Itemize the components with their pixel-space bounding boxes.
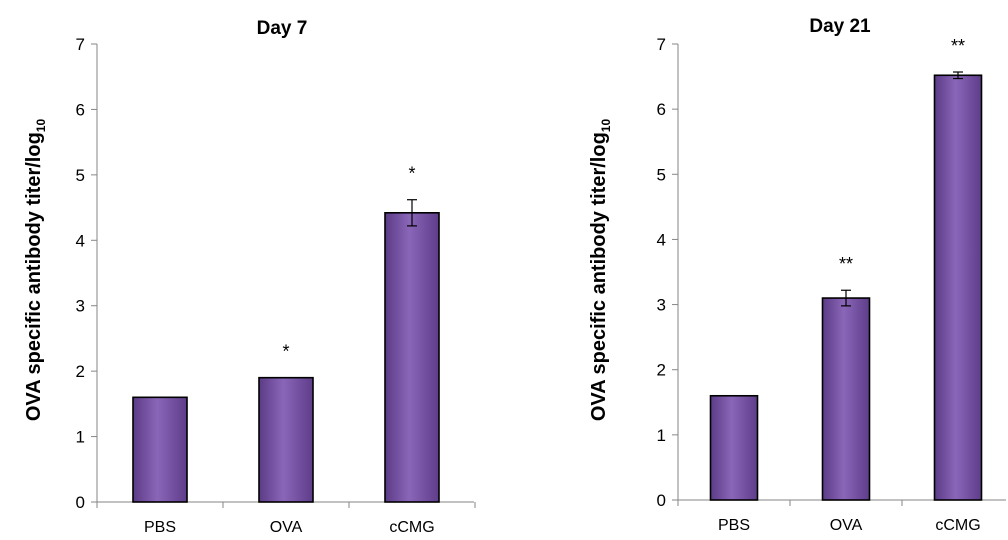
chart-panel-day7: Day 7 OVA specific antibody titer/log10 … [23,18,476,536]
y-tick-label: 2 [657,361,666,380]
y-tick-label: 2 [76,362,85,381]
y-tick-label: 7 [657,35,666,54]
x-tick-label: PBS [144,519,176,536]
y-tick-label: 3 [657,296,666,315]
x-tick-label: cCMG [389,519,434,536]
bar-pbs [709,394,759,501]
y-tick-label: 4 [657,230,666,249]
y-axis-label: OVA specific antibody titer/log10 [588,119,613,422]
error-bar [841,289,851,307]
significance-marker: ** [839,254,853,274]
error-bar [407,199,417,227]
x-tick-label: OVA [830,517,863,534]
significance-marker: ** [951,36,965,56]
bar-ova [821,297,871,501]
y-tick-label: 1 [657,426,666,445]
bar-pbs [132,396,188,503]
x-tick-label: OVA [270,519,303,536]
y-tick-label: 6 [657,100,666,119]
bar-ccmg [933,74,983,501]
y-tick-label: 0 [657,491,666,510]
y-tick-label: 5 [76,166,85,185]
chart-title: Day 7 [257,18,308,39]
bar-ova [258,376,314,503]
y-tick-label: 6 [76,100,85,119]
x-tick-label: PBS [718,517,750,534]
significance-marker: * [282,342,289,362]
y-axis-label: OVA specific antibody titer/log10 [23,119,48,422]
y-tick-label: 4 [76,231,85,250]
chart-title: Day 21 [809,16,871,37]
y-tick-label: 5 [657,165,666,184]
chart-panel-day21: Day 21 OVA specific antibody titer/log10… [588,16,1006,534]
y-tick-label: 1 [76,428,85,447]
bar-ccmg [384,212,440,503]
significance-marker: * [408,164,415,184]
y-tick-label: 0 [76,493,85,512]
y-tick-label: 7 [76,35,85,54]
error-bar [953,71,963,80]
y-tick-label: 3 [76,297,85,316]
x-tick-label: cCMG [935,517,980,534]
